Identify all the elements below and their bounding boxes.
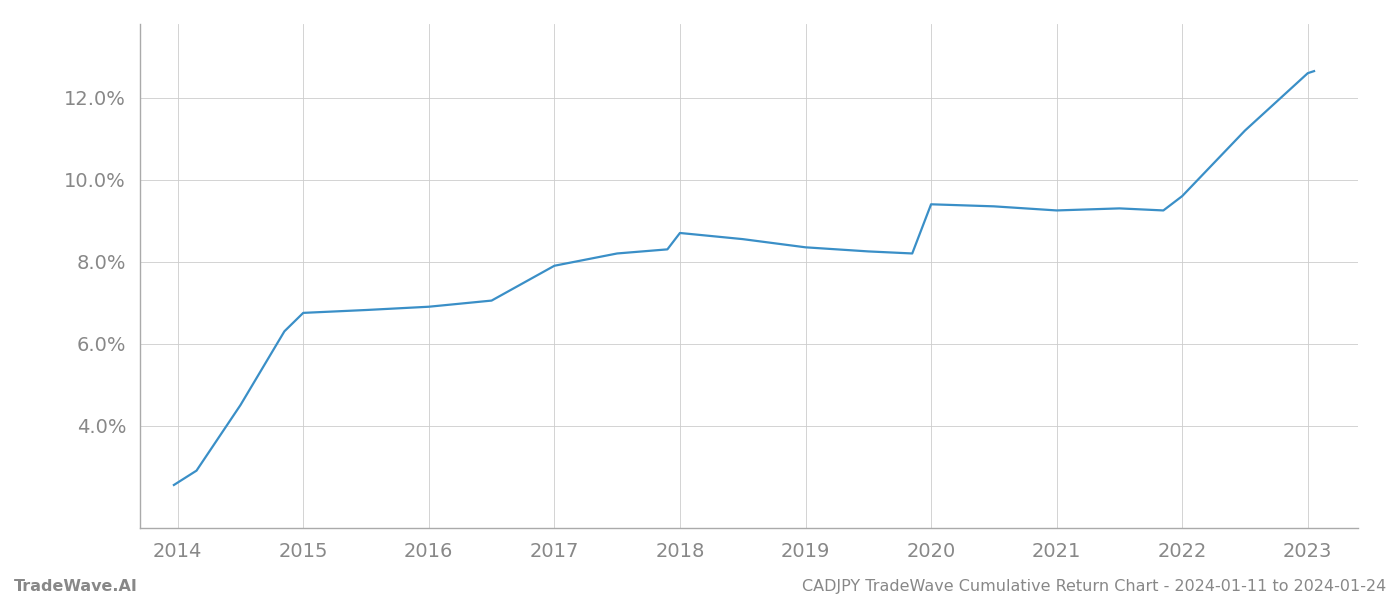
Text: TradeWave.AI: TradeWave.AI	[14, 579, 137, 594]
Text: CADJPY TradeWave Cumulative Return Chart - 2024-01-11 to 2024-01-24: CADJPY TradeWave Cumulative Return Chart…	[802, 579, 1386, 594]
